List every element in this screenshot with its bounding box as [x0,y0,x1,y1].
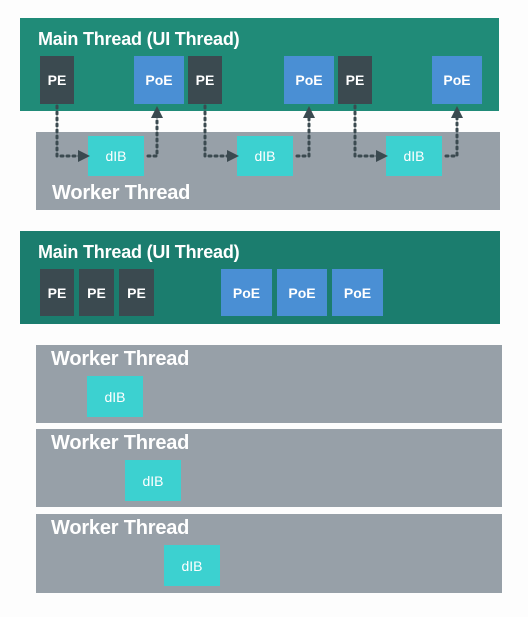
worker-thread-label: Worker Thread [52,182,191,204]
pe-block: PE [40,269,74,316]
dib-block: dIB [88,136,144,176]
poe-block: PoE [332,269,383,316]
pe-block: PE [188,56,222,104]
pe-block: PE [119,269,154,316]
worker-thread-band-3: Worker Thread [36,514,502,593]
poe-block: PoE [284,56,334,104]
dib-block: dIB [386,136,442,176]
worker-thread-label: Worker Thread [51,517,190,539]
poe-block: PoE [134,56,184,104]
worker-thread-band-2: Worker Thread [36,429,502,507]
pe-block: PE [338,56,372,104]
pe-block: PE [40,56,74,104]
worker-thread-label: Worker Thread [51,432,190,454]
main-thread-label: Main Thread (UI Thread) [38,242,240,262]
main-thread-band-sequential: Main Thread (UI Thread) [20,18,499,111]
dib-block: dIB [87,376,143,417]
worker-thread-label: Worker Thread [51,348,190,370]
pe-block: PE [79,269,114,316]
poe-block: PoE [221,269,272,316]
main-thread-label: Main Thread (UI Thread) [38,29,240,49]
dib-block: dIB [237,136,293,176]
dib-block: dIB [164,545,220,586]
dib-block: dIB [125,460,181,501]
poe-block: PoE [277,269,327,316]
poe-block: PoE [432,56,482,104]
